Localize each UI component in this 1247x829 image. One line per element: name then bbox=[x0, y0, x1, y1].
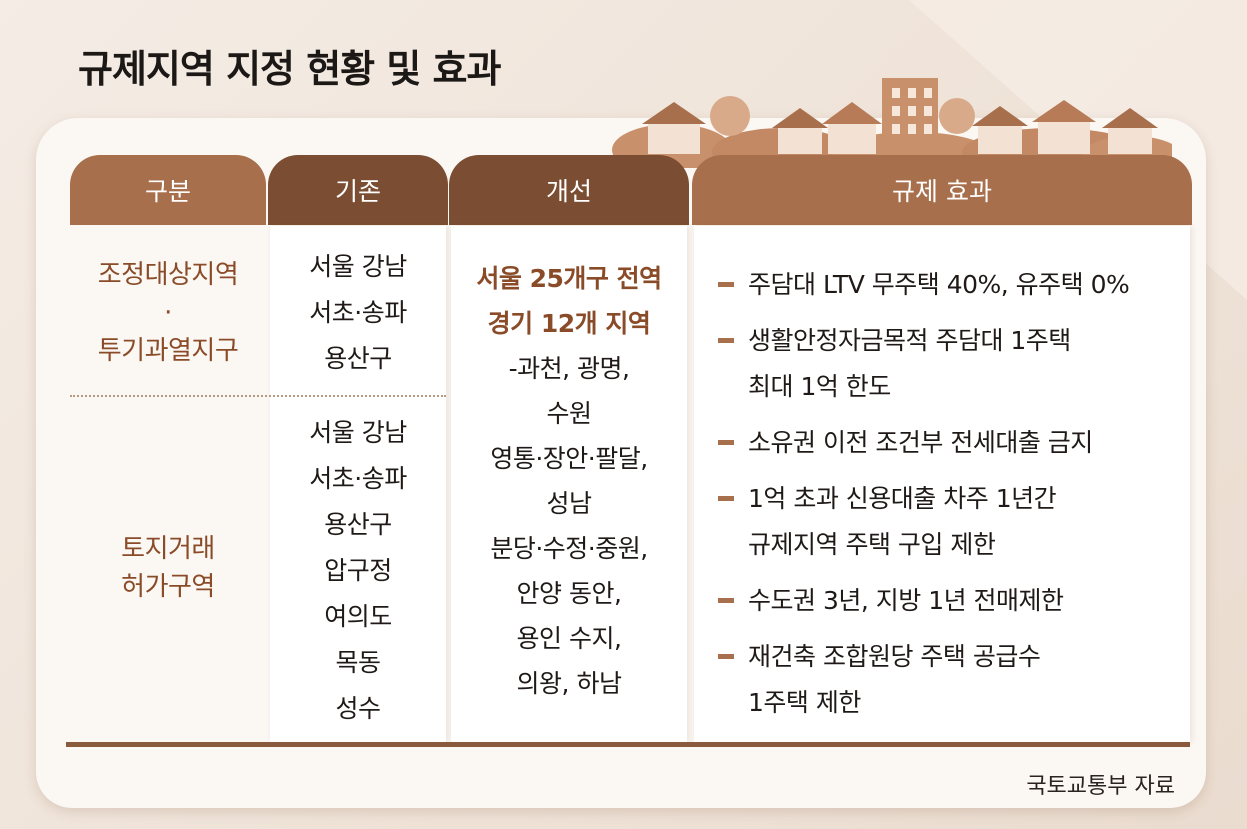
effects-column bbox=[694, 226, 1190, 742]
category-land-permit-zone: 토지거래 허가구역 bbox=[121, 534, 215, 602]
effect-item: 수도권 3년, 지방 1년 전매제한 bbox=[718, 578, 1188, 624]
existing-areas-row1: 서울 강남 서초·송파 용산구 bbox=[309, 252, 407, 373]
dash-bullet-icon bbox=[718, 654, 734, 659]
effect-item: 재건축 조합원당 주택 공급수 1주택 제한 bbox=[718, 634, 1188, 726]
category-adjustment-speculation: 조정대상지역 · 투기과열지구 bbox=[97, 260, 239, 366]
row-divider bbox=[70, 395, 446, 397]
improved-highlight-gyeonggi: 경기 12개 지역 bbox=[487, 309, 651, 338]
effect-item: 소유권 이전 조건부 전세대출 금지 bbox=[718, 420, 1188, 466]
effect-item: 1억 초과 신용대출 차주 1년간 규제지역 주택 구입 제한 bbox=[718, 476, 1188, 568]
existing-column bbox=[270, 226, 446, 742]
header-category: 구분 bbox=[70, 155, 266, 225]
improved-column bbox=[451, 226, 687, 742]
improved-areas: 서울 25개구 전역 경기 12개 지역 -과천, 광명, 수원 영통·장안·팔… bbox=[451, 256, 687, 706]
town-skyline-illustration bbox=[612, 78, 1172, 168]
header-effects: 규제 효과 bbox=[692, 155, 1192, 225]
dash-bullet-icon bbox=[718, 440, 734, 445]
header-existing: 기존 bbox=[268, 155, 448, 225]
effects-list: 주담대 LTV 무주택 40%, 유주택 0% 생활안정자금목적 주담대 1주택… bbox=[718, 262, 1188, 736]
dash-bullet-icon bbox=[718, 338, 734, 343]
dash-bullet-icon bbox=[718, 598, 734, 603]
existing-areas-row2: 서울 강남 서초·송파 용산구 압구정 여의도 목동 성수 bbox=[309, 418, 407, 723]
improved-highlight-seoul: 서울 25개구 전역 bbox=[476, 264, 662, 293]
bottom-rule bbox=[66, 742, 1190, 747]
dash-bullet-icon bbox=[718, 496, 734, 501]
source-credit: 국토교통부 자료 bbox=[1026, 774, 1175, 799]
header-improved: 개선 bbox=[449, 155, 689, 225]
effect-item: 생활안정자금목적 주담대 1주택 최대 1억 한도 bbox=[718, 318, 1188, 410]
page-title: 규제지역 지정 현황 및 효과 bbox=[78, 47, 501, 91]
dash-bullet-icon bbox=[718, 282, 734, 287]
effect-item: 주담대 LTV 무주택 40%, 유주택 0% bbox=[718, 262, 1188, 308]
